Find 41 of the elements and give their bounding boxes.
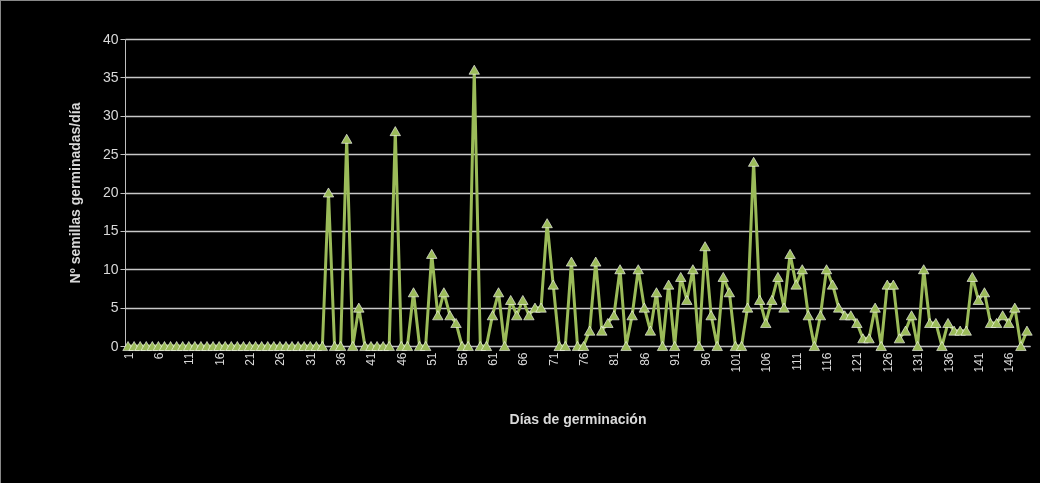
x-tick-label: 121 [850, 352, 865, 373]
x-tick-label: 16 [212, 352, 227, 366]
x-tick-label: 106 [759, 352, 774, 373]
x-tick-label: 141 [971, 352, 986, 373]
x-tick-label: 51 [425, 352, 440, 366]
x-tick-label: 66 [516, 352, 531, 366]
x-tick-label: 46 [394, 352, 409, 366]
y-tick-label: 40 [102, 30, 119, 47]
y-tick-label: 20 [102, 184, 119, 200]
x-tick-label: 61 [485, 352, 500, 366]
x-tick-label: 26 [273, 352, 288, 366]
y-tick-label: 5 [110, 299, 119, 316]
x-tick-label: 11 [182, 352, 197, 365]
x-tick-label: 6 [151, 352, 166, 360]
x-tick-label: 56 [455, 352, 470, 366]
x-axis-title: Días de germinación [509, 410, 647, 427]
x-tick-label: 126 [880, 352, 895, 373]
y-tick-label: 35 [102, 68, 119, 85]
x-tick-label: 36 [334, 352, 349, 366]
x-tick-label: 21 [243, 352, 258, 366]
x-tick-label: 86 [637, 352, 652, 366]
x-tick-label: 96 [698, 352, 713, 366]
x-tick-label: 41 [364, 352, 379, 366]
y-tick-label: 30 [102, 107, 119, 124]
x-tick-label: 91 [668, 352, 683, 366]
y-tick-label: 10 [102, 260, 119, 277]
x-tick-label: 101 [728, 352, 743, 373]
y-tick-label: 15 [102, 222, 119, 239]
x-tick-label: 76 [577, 352, 592, 366]
x-tick-label: 116 [820, 352, 835, 372]
x-tick-label: 71 [546, 352, 561, 366]
y-tick-label: 0 [110, 337, 119, 354]
x-tick-label: 131 [911, 352, 926, 373]
x-tick-label: 1 [121, 352, 136, 360]
x-tick-label: 81 [607, 352, 622, 366]
x-tick-label: 31 [303, 352, 318, 366]
x-tick-label: 146 [1002, 352, 1017, 373]
x-tick-label: 111 [789, 352, 804, 371]
y-tick-label: 25 [102, 145, 119, 162]
y-axis-title: Nº semillas germinadas/día [66, 102, 83, 284]
x-tick-label: 136 [941, 352, 956, 373]
